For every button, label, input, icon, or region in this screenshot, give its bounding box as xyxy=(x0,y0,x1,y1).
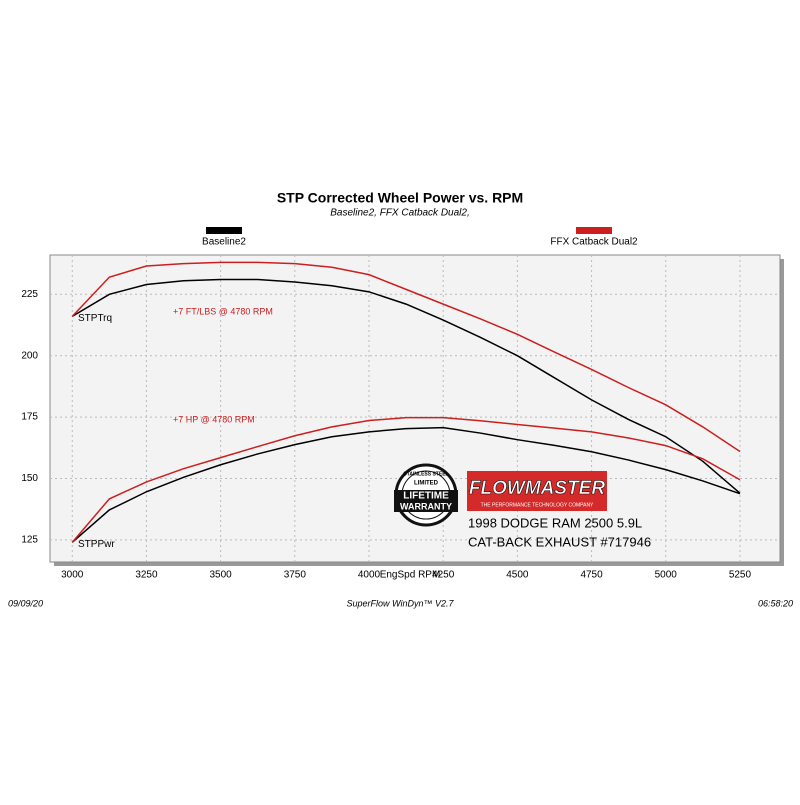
x-tick-label: 3750 xyxy=(284,570,307,581)
x-tick-label: 4000 xyxy=(358,570,381,581)
footer-date: 09/09/20 xyxy=(8,598,43,608)
series-line xyxy=(71,426,741,543)
annotation: +7 FT/LBS @ 4780 RPM xyxy=(173,306,273,316)
legend-label: Baseline2 xyxy=(202,237,246,248)
legend-swatch xyxy=(576,227,612,234)
series-line xyxy=(71,416,741,543)
y-tick-label: 125 xyxy=(21,535,38,546)
x-tick-label: 3250 xyxy=(135,570,158,581)
x-tick-label: 3500 xyxy=(210,570,233,581)
x-tick-label: 4250 xyxy=(432,570,455,581)
vehicle: 1998 DODGE RAM 2500 5.9L xyxy=(468,515,642,530)
badge: STAINLESS STEEL LIMITED LIFETIME WARRANT… xyxy=(394,463,458,527)
x-tick-label: 5000 xyxy=(655,570,678,581)
badge-text: LIFETIME xyxy=(403,491,449,502)
y-tick-label: 175 xyxy=(21,412,38,423)
logo-box xyxy=(467,471,607,511)
annotation: +7 HP @ 4780 RPM xyxy=(173,414,255,424)
legend-label: FFX Catback Dual2 xyxy=(550,237,638,248)
x-axis-label: EngSpd RPM xyxy=(380,570,441,581)
badge-text: LIMITED xyxy=(414,481,439,487)
logo-tagline: THE PERFORMANCE TECHNOLOGY COMPANY xyxy=(481,502,594,508)
chart-subtitle: Baseline2, FFX Catback Dual2, xyxy=(330,208,470,219)
series-line xyxy=(71,278,741,494)
x-tick-label: 4500 xyxy=(506,570,529,581)
series-line xyxy=(71,261,741,453)
y-tick-label: 200 xyxy=(21,350,38,361)
y-tick-label: 150 xyxy=(21,473,38,484)
logo-brand: FLOWMASTER xyxy=(469,478,605,499)
x-tick-label: 4750 xyxy=(580,570,603,581)
series-label: STPTrq xyxy=(78,313,112,324)
footer-time: 06:58:20 xyxy=(758,598,793,608)
x-tick-label: 3000 xyxy=(61,570,84,581)
legend-swatch xyxy=(206,227,242,234)
series-label: STPPwr xyxy=(78,539,115,550)
badge-text: STAINLESS STEEL xyxy=(403,471,448,477)
badge-text: WARRANTY xyxy=(400,501,452,511)
x-tick-label: 5250 xyxy=(729,570,752,581)
chart-title: STP Corrected Wheel Power vs. RPM xyxy=(277,190,523,206)
footer-software: SuperFlow WinDyn™ V2.7 xyxy=(347,598,455,608)
badge-band xyxy=(394,490,458,512)
y-tick-label: 225 xyxy=(21,289,38,300)
product: CAT-BACK EXHAUST #717946 xyxy=(468,534,651,549)
